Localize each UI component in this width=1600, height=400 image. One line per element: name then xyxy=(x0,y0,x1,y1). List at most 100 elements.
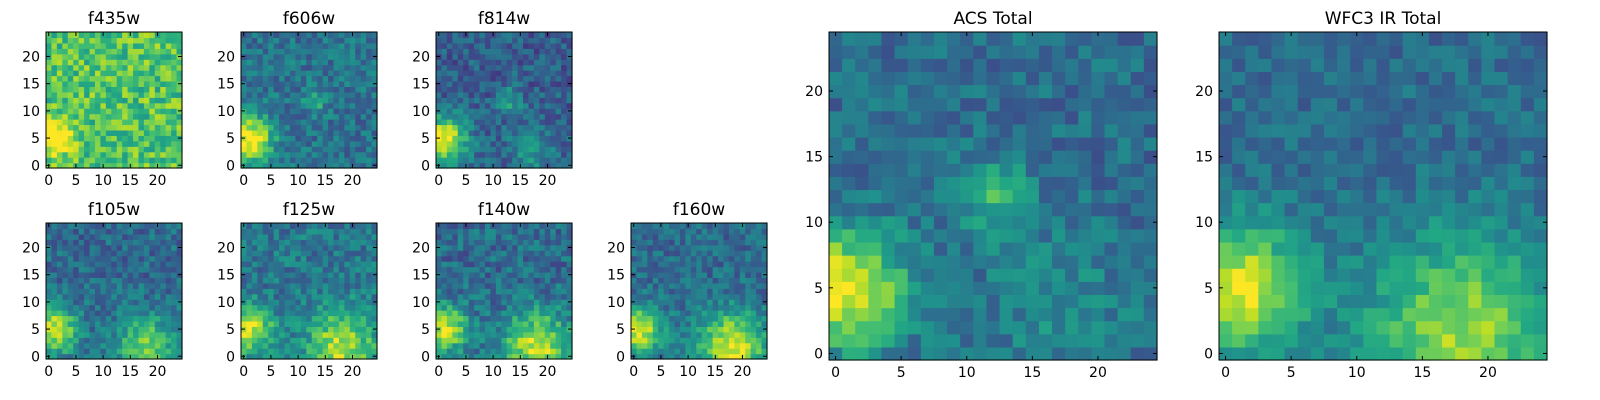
heatmap-cell xyxy=(355,337,362,344)
heatmap-cell xyxy=(734,304,741,311)
heatmap-cell xyxy=(436,233,443,240)
heatmap-cell xyxy=(371,32,378,39)
heatmap-cell xyxy=(1104,281,1119,295)
heatmap-cell xyxy=(544,157,551,164)
heatmap-cell xyxy=(251,293,258,300)
heatmap-cell xyxy=(246,129,253,136)
heatmap-cell xyxy=(555,250,562,257)
heatmap-cell xyxy=(284,53,291,60)
heatmap-cell xyxy=(506,353,513,360)
heatmap-cell xyxy=(641,244,648,251)
heatmap-cell xyxy=(89,129,96,136)
heatmap-cell xyxy=(127,70,134,77)
heatmap-cell xyxy=(67,146,74,153)
heatmap-cell xyxy=(561,277,568,284)
heatmap-cell xyxy=(457,59,464,66)
heatmap-cell xyxy=(344,223,351,230)
heatmap-cell xyxy=(457,113,464,120)
heatmap-cell xyxy=(338,233,345,240)
heatmap-cell xyxy=(712,271,719,278)
heatmap-cell xyxy=(116,277,123,284)
heatmap-cell xyxy=(463,239,470,246)
heatmap-cell xyxy=(495,53,502,60)
heatmap-cell xyxy=(46,91,53,98)
heatmap-cell xyxy=(712,288,719,295)
heatmap-cell xyxy=(89,119,96,126)
heatmap-cell xyxy=(355,140,362,147)
heatmap-cell xyxy=(171,151,178,158)
heatmap-cell xyxy=(533,162,540,169)
heatmap-cell xyxy=(73,86,80,93)
heatmap-cell xyxy=(669,233,676,240)
heatmap-cell xyxy=(750,239,757,246)
heatmap-cell xyxy=(62,129,69,136)
heatmap-cell xyxy=(868,320,883,335)
heatmap-cell xyxy=(728,250,735,257)
heatmap-cell xyxy=(452,80,459,87)
heatmap-cell xyxy=(300,157,307,164)
heatmap-cell xyxy=(517,124,524,131)
heatmap-cell xyxy=(268,157,275,164)
heatmap-cell xyxy=(149,157,156,164)
heatmap-cell xyxy=(160,277,167,284)
heatmap-cell xyxy=(745,239,752,246)
heatmap-cell xyxy=(1052,189,1066,204)
heatmap-cell xyxy=(67,151,74,158)
heatmap-cell xyxy=(457,348,464,355)
heatmap-cell xyxy=(262,146,269,153)
heatmap-cell xyxy=(544,310,551,317)
heatmap-cell xyxy=(289,86,296,93)
heatmap-cell xyxy=(143,277,150,284)
heatmap-cell xyxy=(311,64,318,71)
heatmap-cell xyxy=(111,70,118,77)
heatmap-cell xyxy=(539,233,546,240)
heatmap-cell xyxy=(241,42,248,49)
heatmap-cell xyxy=(89,282,96,289)
heatmap-cell xyxy=(371,37,378,44)
heatmap-cell xyxy=(241,37,248,44)
heatmap-cell xyxy=(295,102,302,109)
heatmap-cell xyxy=(1025,307,1040,322)
heatmap-cell xyxy=(669,353,676,360)
heatmap-cell xyxy=(317,135,324,142)
heatmap-cell xyxy=(1117,333,1132,348)
heatmap-cell xyxy=(149,282,156,289)
heatmap-cell xyxy=(67,288,74,295)
heatmap-cell xyxy=(257,239,264,246)
heatmap-cell xyxy=(149,135,156,142)
heatmap-cell xyxy=(517,293,524,300)
heatmap-cell xyxy=(322,75,329,82)
heatmap-cell xyxy=(111,91,118,98)
heatmap-cell xyxy=(311,129,318,136)
heatmap-cell xyxy=(360,326,367,333)
heatmap-cell xyxy=(105,326,112,333)
heatmap-cell xyxy=(116,266,123,273)
heatmap-cell xyxy=(257,97,264,104)
heatmap-cell xyxy=(78,315,85,322)
heatmap-cell xyxy=(317,315,324,322)
heatmap-cell xyxy=(533,108,540,115)
heatmap-cell xyxy=(241,48,248,55)
heatmap-cell xyxy=(479,91,486,98)
heatmap-cell xyxy=(728,266,735,273)
heatmap-cell xyxy=(566,129,573,136)
heatmap-cell xyxy=(116,146,123,153)
heatmap-cell xyxy=(495,320,502,327)
heatmap-cell xyxy=(289,288,296,295)
heatmap-cell xyxy=(1065,241,1079,256)
heatmap-cell xyxy=(561,75,568,82)
heatmap-cell xyxy=(67,48,74,55)
heatmap-cell xyxy=(436,42,443,49)
heatmap-cell xyxy=(268,233,275,240)
heatmap-cell xyxy=(728,337,735,344)
heatmap-cell xyxy=(533,310,540,317)
heatmap-cell xyxy=(127,271,134,278)
heatmap-cell xyxy=(517,75,524,82)
heatmap-cell xyxy=(154,342,161,349)
heatmap-cell xyxy=(750,331,757,338)
heatmap-cell xyxy=(506,320,513,327)
heatmap-cell xyxy=(696,342,703,349)
heatmap-cell xyxy=(366,244,373,251)
heatmap-cell xyxy=(73,310,80,317)
heatmap-cell xyxy=(322,135,329,142)
